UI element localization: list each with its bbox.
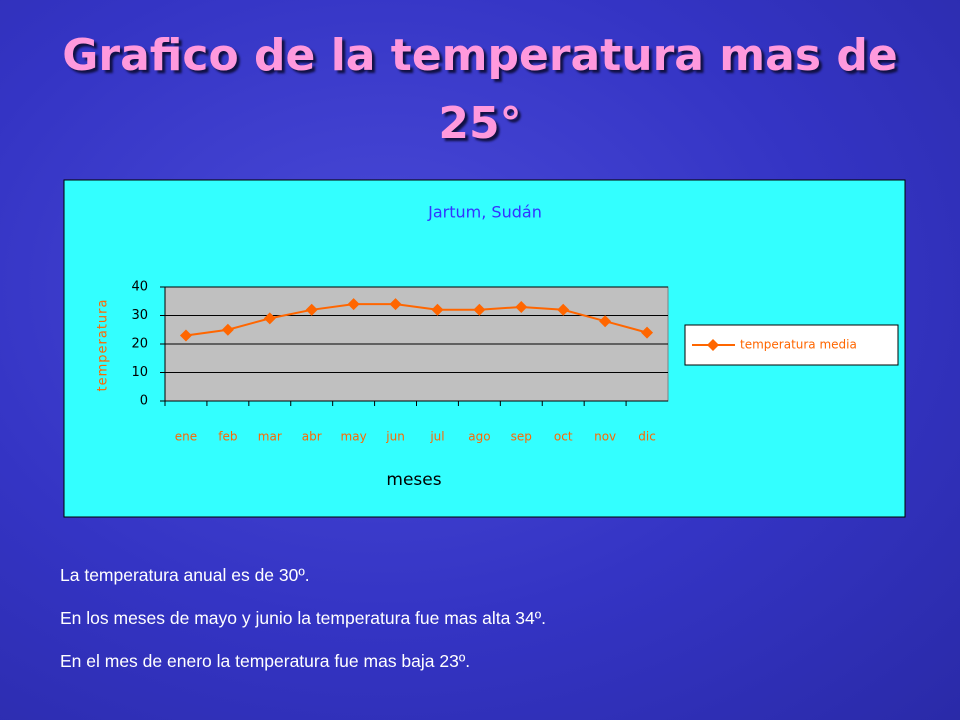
data-point xyxy=(557,303,570,316)
x-tick-label: may xyxy=(341,430,367,444)
slide-title: Grafico de la temperatura mas de 25° xyxy=(62,30,914,149)
chart-title: Jartum, Sudán xyxy=(427,203,542,222)
x-axis-label: meses xyxy=(386,470,441,490)
x-tick-label: oct xyxy=(554,430,573,444)
data-point xyxy=(263,312,276,325)
y-axis-label: temperatura xyxy=(96,299,111,392)
y-tick-label: 30 xyxy=(131,308,148,323)
x-tick-label: sep xyxy=(511,430,532,444)
y-tick-label: 20 xyxy=(131,337,148,352)
x-tick-label: dic xyxy=(638,430,656,444)
data-point xyxy=(221,323,234,336)
data-point xyxy=(473,303,486,316)
x-tick-label: jun xyxy=(385,430,405,444)
legend-label: temperatura media xyxy=(740,338,857,352)
x-tick-label: ene xyxy=(175,430,197,444)
note: La temperatura anual es de 30º. xyxy=(60,565,310,585)
data-point xyxy=(179,329,192,342)
data-point xyxy=(515,300,528,313)
y-tick-label: 0 xyxy=(140,394,148,409)
data-point xyxy=(431,303,444,316)
y-tick-label: 10 xyxy=(131,365,148,380)
x-tick-label: abr xyxy=(302,430,322,444)
note: En los meses de mayo y junio la temperat… xyxy=(60,608,546,628)
legend xyxy=(684,324,899,366)
notes: La temperatura anual es de 30º. En los me… xyxy=(60,565,546,694)
series-line xyxy=(185,303,648,337)
x-tick-label: nov xyxy=(594,430,616,444)
data-point xyxy=(347,298,360,311)
x-tick-label: jul xyxy=(429,430,444,444)
legend-marker xyxy=(707,339,719,351)
x-tick-label: mar xyxy=(258,430,282,444)
data-point xyxy=(599,315,612,328)
note: En el mes de enero la temperatura fue ma… xyxy=(60,651,471,671)
data-point xyxy=(389,298,402,311)
data-point xyxy=(305,303,318,316)
data-point xyxy=(641,326,654,339)
x-tick-label: feb xyxy=(218,430,237,444)
x-tick-label: ago xyxy=(468,430,490,444)
y-tick-label: 40 xyxy=(131,280,148,295)
